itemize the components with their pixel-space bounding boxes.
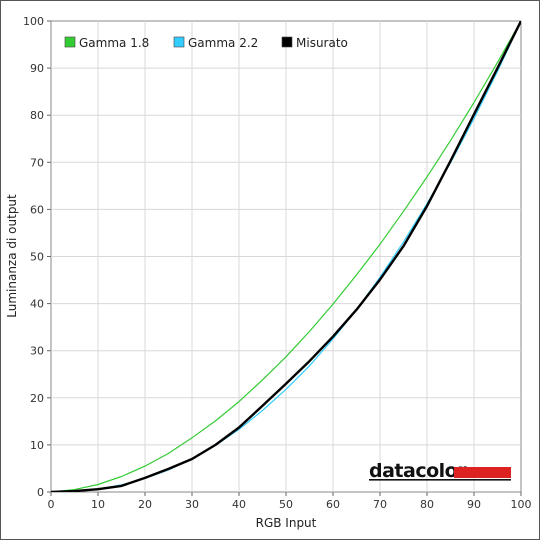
x-tick-label: 40 [232, 498, 246, 511]
brand-underline [369, 479, 511, 481]
datacolor-logo: datacolor [369, 460, 511, 482]
y-axis-title: Luminanza di output [5, 194, 19, 318]
x-tick-label: 20 [138, 498, 152, 511]
brand-accent-bar [454, 467, 511, 478]
x-axis-title: RGB Input [256, 516, 317, 530]
y-tick-label: 30 [30, 345, 44, 358]
series-line-3 [51, 21, 521, 492]
series-lines [51, 21, 521, 492]
legend: Gamma 1.8 Gamma 2.2 Misurato [64, 36, 348, 50]
legend-item: Misurato [281, 36, 348, 50]
legend-label: Gamma 2.2 [188, 36, 258, 50]
x-tick-label: 0 [48, 498, 55, 511]
y-tick-label: 50 [30, 251, 44, 264]
x-tick-label: 60 [326, 498, 340, 511]
x-tick-label: 70 [373, 498, 387, 511]
y-tick-label: 100 [23, 15, 44, 28]
x-axis-ticks: 0 10 20 30 40 50 60 70 80 90 100 [48, 492, 532, 511]
y-tick-label: 80 [30, 109, 44, 122]
y-tick-label: 0 [37, 486, 44, 499]
legend-item: Gamma 2.2 [173, 36, 258, 50]
legend-swatch [281, 36, 293, 48]
x-tick-label: 90 [467, 498, 481, 511]
x-tick-label: 10 [91, 498, 105, 511]
y-tick-label: 40 [30, 298, 44, 311]
y-tick-label: 90 [30, 62, 44, 75]
x-tick-label: 100 [511, 498, 532, 511]
legend-label: Misurato [296, 36, 348, 50]
y-tick-label: 60 [30, 203, 44, 216]
brand-name: datacolor [369, 460, 467, 482]
grid-lines [51, 21, 521, 492]
legend-swatch [173, 36, 185, 48]
x-tick-label: 50 [279, 498, 293, 511]
x-tick-label: 80 [420, 498, 434, 511]
legend-item: Gamma 1.8 [64, 36, 149, 50]
series-line-1 [51, 21, 521, 492]
y-tick-label: 70 [30, 156, 44, 169]
y-tick-label: 20 [30, 392, 44, 405]
y-tick-label: 10 [30, 439, 44, 452]
legend-label: Gamma 1.8 [79, 36, 149, 50]
y-axis-ticks: 0 10 20 30 40 50 60 70 80 90 100 [23, 15, 51, 499]
x-tick-label: 30 [185, 498, 199, 511]
legend-swatch [64, 36, 76, 48]
